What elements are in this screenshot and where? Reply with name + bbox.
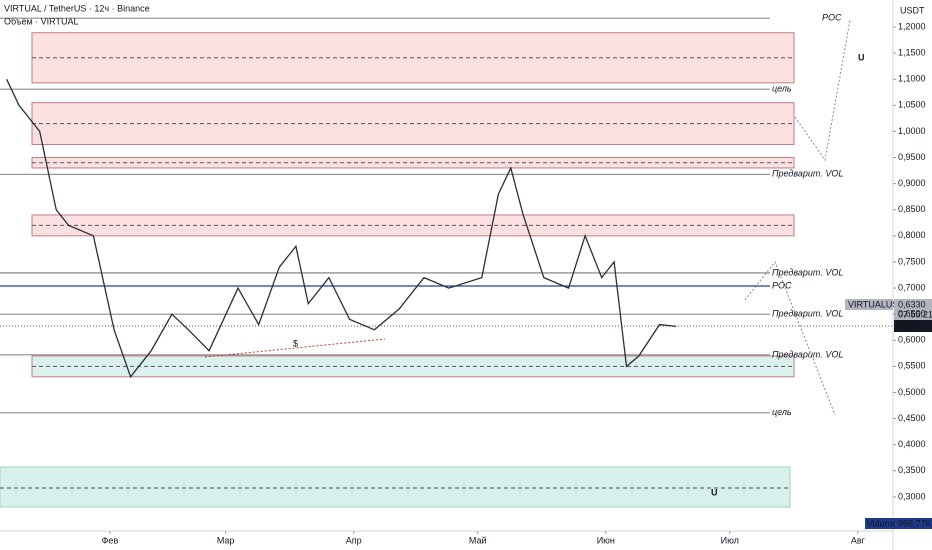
magnet-icon[interactable]: U <box>711 487 718 497</box>
level-label: POC <box>822 12 842 22</box>
current-price-tag <box>894 320 932 332</box>
level-label: Предварит. VOL <box>772 169 843 179</box>
volume-tag <box>865 518 895 529</box>
level-label: Предварит. VOL <box>772 309 843 319</box>
y-tick-label: 0,5500 <box>898 361 926 371</box>
x-tick-label: Апр <box>346 535 362 545</box>
x-tick-label: Май <box>469 535 487 545</box>
volume-zone <box>0 466 791 508</box>
y-tick-label: 0,3500 <box>898 465 926 475</box>
y-tick-label: 0,8500 <box>898 204 926 214</box>
price-line <box>6 78 677 379</box>
chart-title: VIRTUAL / TetherUS · 12ч · Binance <box>4 3 150 13</box>
level-label: Предварит. VOL <box>772 349 843 359</box>
level-label: POC <box>772 280 792 290</box>
x-tick-label: Мар <box>217 535 235 545</box>
last-price-tag <box>894 299 932 321</box>
level-label: цель <box>772 407 792 417</box>
countdown: 07:55:21 <box>898 309 932 319</box>
y-tick-label: 1,0000 <box>898 126 926 136</box>
y-tick-label: 0,6500 <box>898 309 926 319</box>
level-label: Предварит. VOL <box>772 267 843 277</box>
x-tick-label: Июн <box>597 535 615 545</box>
projection <box>794 19 851 162</box>
zones <box>31 32 795 378</box>
y-tick-label: 1,1500 <box>898 47 926 57</box>
y-tick-label: 0,4500 <box>898 413 926 423</box>
axis-unit: USDT <box>900 5 925 15</box>
y-tick-label: 0,6000 <box>898 335 926 345</box>
y-tick-label: 0,3000 <box>898 491 926 501</box>
y-tick-label: 1,1000 <box>898 74 926 84</box>
y-tick-label: 0,8000 <box>898 230 926 240</box>
trend-label: $ <box>293 338 298 348</box>
last-price: 0,6330 <box>898 299 926 309</box>
volume-label: Volume <box>867 518 897 528</box>
y-tick-label: 0,7000 <box>898 282 926 292</box>
magnet-icon[interactable]: U <box>858 52 865 62</box>
y-tick-label: 1,0500 <box>898 100 926 110</box>
y-tick-label: 0,4000 <box>898 439 926 449</box>
y-tick-label: 0,9500 <box>898 152 926 162</box>
level-label: цель <box>772 84 792 94</box>
chart-subtitle: Объём · VIRTUAL <box>4 16 79 26</box>
x-tick-label: Июл <box>721 535 739 545</box>
y-tick-label: 0,7500 <box>898 256 926 266</box>
current-price: 0,6265 <box>898 320 926 330</box>
x-tick-label: Авг <box>851 535 866 545</box>
x-tick-label: Фев <box>102 535 119 545</box>
y-tick-label: 0,5000 <box>898 387 926 397</box>
volume-value: 998,77K <box>898 518 932 528</box>
symbol-label: VIRTUALUSDT <box>848 299 911 309</box>
volume-value-tag <box>895 518 932 529</box>
symbol-tag <box>845 299 893 310</box>
y-tick-label: 0,9000 <box>898 178 926 188</box>
projection <box>744 261 836 416</box>
y-tick-label: 1,2000 <box>898 21 926 31</box>
